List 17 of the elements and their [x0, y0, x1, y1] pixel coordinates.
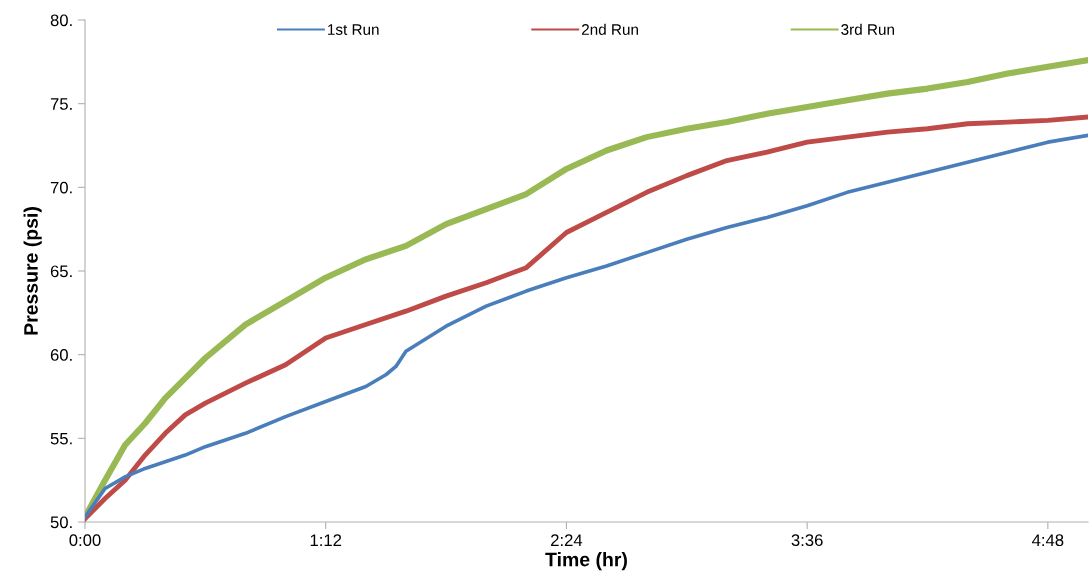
x-tick-label: 1:12	[310, 534, 342, 546]
x-tick-label: 2:24	[551, 534, 583, 546]
y-tick-label: 55.	[50, 432, 72, 445]
y-tick-label: 50.	[50, 516, 72, 529]
legend-label: 3rd Run	[841, 23, 894, 35]
y-tick-label: 80.	[50, 14, 72, 27]
legend-label: 2nd Run	[581, 23, 638, 35]
y-axis-title: Pressure (psi)	[23, 207, 42, 335]
y-tick-label: 75.	[50, 98, 72, 110]
x-axis-title: Time (hr)	[545, 552, 627, 571]
legend-label: 1st Run	[328, 24, 379, 35]
y-tick-label: 65.	[50, 265, 72, 278]
x-tick-label: 3:36	[791, 534, 823, 547]
x-tick-label: 0:00	[69, 534, 101, 547]
x-tick-label: 4:48	[1032, 534, 1064, 547]
y-tick-label: 70.	[50, 181, 72, 194]
y-tick-label: 60.	[50, 349, 72, 361]
